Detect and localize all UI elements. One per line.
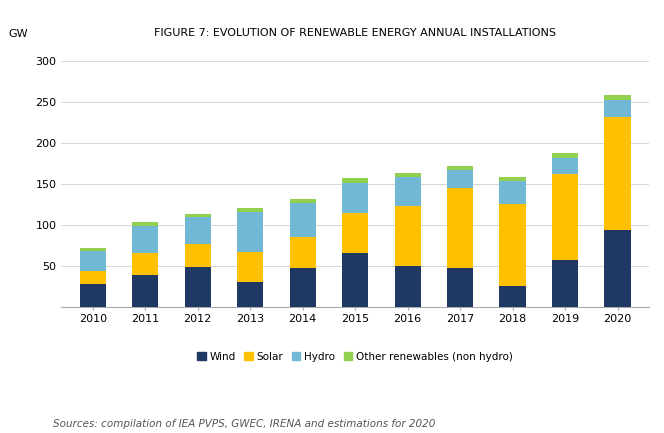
Bar: [237, 282, 264, 307]
Bar: [552, 153, 578, 158]
Bar: [185, 267, 211, 307]
Bar: [552, 158, 578, 174]
Bar: [185, 214, 211, 217]
Bar: [394, 173, 421, 177]
Bar: [552, 174, 578, 260]
Legend: Wind, Solar, Hydro, Other renewables (non hydro): Wind, Solar, Hydro, Other renewables (no…: [194, 349, 516, 365]
Bar: [447, 166, 473, 170]
Text: GW: GW: [9, 29, 28, 39]
Bar: [237, 208, 264, 213]
Text: Sources: compilation of IEA PVPS, GWEC, IRENA and estimations for 2020: Sources: compilation of IEA PVPS, GWEC, …: [53, 419, 436, 429]
Bar: [604, 94, 631, 100]
Bar: [290, 237, 316, 268]
Bar: [447, 268, 473, 307]
Bar: [447, 188, 473, 268]
Bar: [132, 252, 159, 275]
Bar: [447, 170, 473, 188]
Bar: [604, 230, 631, 307]
Bar: [290, 199, 316, 203]
Bar: [132, 226, 159, 252]
Bar: [499, 177, 526, 181]
Bar: [394, 265, 421, 307]
Bar: [132, 222, 159, 226]
Bar: [185, 244, 211, 267]
Bar: [185, 217, 211, 244]
Bar: [342, 178, 369, 183]
Bar: [342, 183, 369, 213]
Bar: [342, 213, 369, 252]
Bar: [80, 249, 106, 251]
Bar: [499, 204, 526, 286]
Bar: [394, 177, 421, 206]
Bar: [237, 213, 264, 252]
Bar: [499, 286, 526, 307]
Bar: [394, 206, 421, 265]
Bar: [80, 284, 106, 307]
Bar: [290, 268, 316, 307]
Title: FIGURE 7: EVOLUTION OF RENEWABLE ENERGY ANNUAL INSTALLATIONS: FIGURE 7: EVOLUTION OF RENEWABLE ENERGY …: [154, 28, 556, 39]
Bar: [499, 181, 526, 204]
Bar: [237, 252, 264, 282]
Bar: [80, 251, 106, 271]
Bar: [342, 252, 369, 307]
Bar: [80, 271, 106, 284]
Bar: [132, 275, 159, 307]
Bar: [604, 100, 631, 116]
Bar: [290, 203, 316, 237]
Bar: [552, 260, 578, 307]
Bar: [604, 116, 631, 230]
